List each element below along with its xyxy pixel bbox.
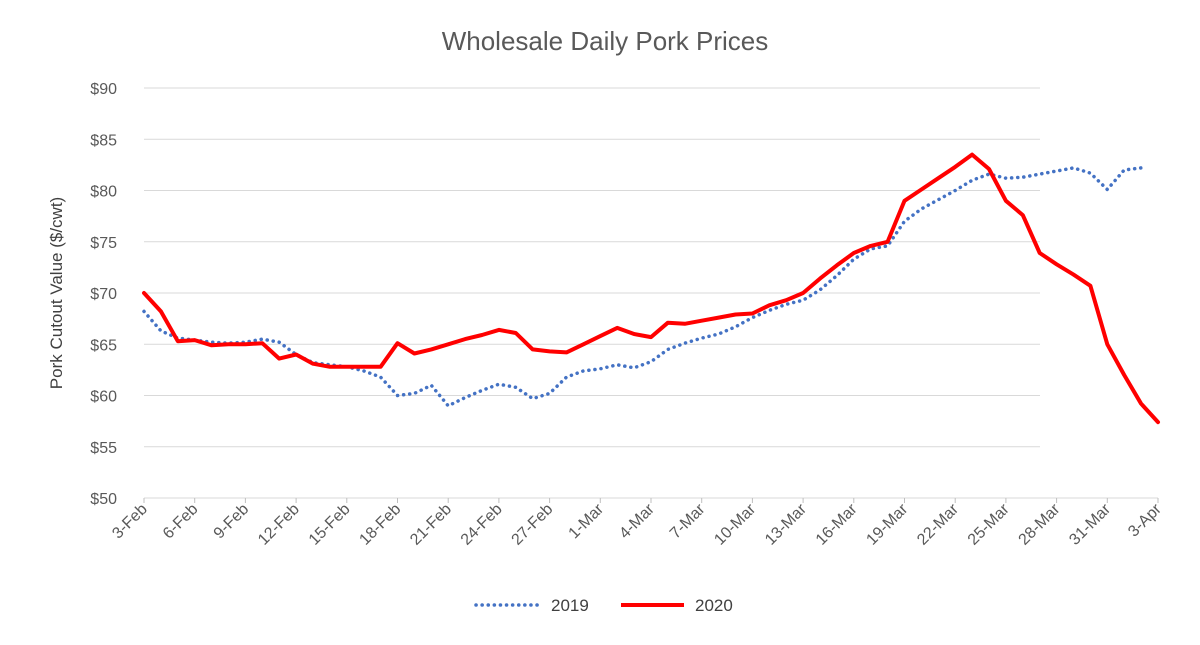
x-tick-label: 15-Feb: [306, 501, 354, 549]
legend: 2019 2020: [474, 596, 733, 615]
x-tick-label: 10-Mar: [711, 500, 759, 548]
y-tick-label: $85: [90, 132, 117, 149]
x-tick-label: 22-Mar: [914, 500, 962, 548]
chart-title: Wholesale Daily Pork Prices: [442, 26, 769, 56]
gridlines: [144, 87, 1158, 499]
y-axis-title: Pork Cutout Value ($/cwt): [47, 197, 66, 389]
x-tick-label: 7-Mar: [667, 500, 709, 542]
x-tick-label: 18-Feb: [356, 501, 404, 549]
y-tick-label: $80: [90, 184, 117, 201]
x-tick-label: 25-Mar: [965, 500, 1013, 548]
x-tick-label: 16-Mar: [813, 500, 861, 548]
series-lines: [142, 152, 1160, 425]
x-tick-label: 19-Mar: [863, 500, 911, 548]
x-tick-label: 24-Feb: [458, 501, 506, 549]
x-tick-label: 21-Feb: [407, 501, 455, 549]
series-line-2020: [142, 152, 1160, 425]
x-tick-label: 3-Apr: [1125, 500, 1165, 540]
legend-label-2019: 2019: [551, 596, 589, 615]
y-tick-label: $55: [90, 440, 117, 457]
y-tick-label: $70: [90, 286, 117, 303]
y-axis-tick-labels: $50 $55 $60 $65 $70 $75 $80 $85 $90: [90, 81, 117, 508]
y-tick-label: $75: [90, 235, 117, 252]
x-tick-label: 4-Mar: [616, 500, 658, 542]
y-tick-label: $90: [90, 81, 117, 98]
x-tick-label: 27-Feb: [509, 501, 557, 549]
x-tick-label: 13-Mar: [762, 500, 810, 548]
legend-label-2020: 2020: [695, 596, 733, 615]
x-tick-label: 28-Mar: [1016, 500, 1064, 548]
x-tick-label: 9-Feb: [211, 501, 253, 543]
x-tick-label: 12-Feb: [255, 501, 303, 549]
y-tick-label: $65: [90, 337, 117, 354]
y-tick-label: $60: [90, 389, 117, 406]
x-tick-label: 1-Mar: [566, 500, 608, 542]
y-tick-label: $50: [90, 491, 117, 508]
x-axis: 3-Feb 6-Feb 9-Feb 12-Feb 15-Feb 18-Feb 21-Feb 2…: [109, 498, 1165, 549]
x-tick-label: 31-Mar: [1066, 500, 1114, 548]
series-line-2019: [142, 166, 1143, 408]
x-tick-label: 6-Feb: [160, 501, 202, 543]
